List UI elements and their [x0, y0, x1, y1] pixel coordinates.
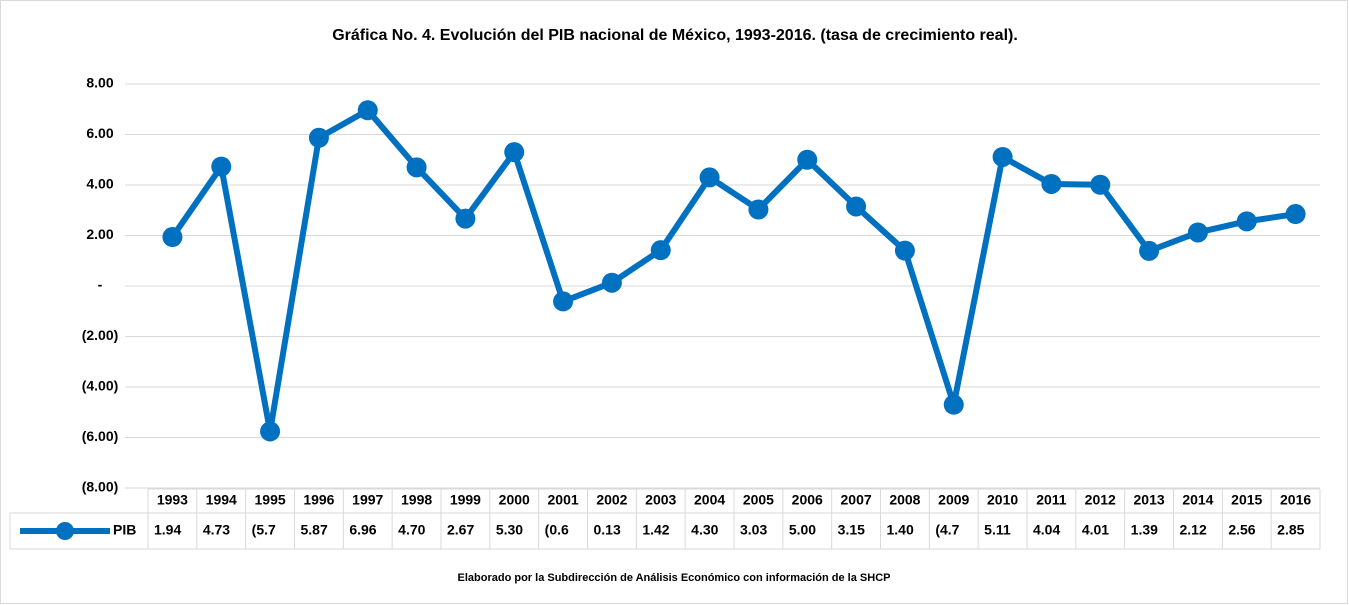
x-tick-label: 2003: [645, 492, 676, 508]
data-point: [357, 100, 378, 121]
data-point: [650, 240, 671, 261]
data-point: [455, 208, 476, 229]
legend-label: PIB: [113, 522, 136, 538]
data-point: [1187, 222, 1208, 243]
table-value: 2.56: [1228, 522, 1255, 538]
table-value: (4.7: [935, 522, 959, 538]
data-point: [748, 199, 769, 220]
table-value: 4.30: [691, 522, 718, 538]
y-tick-label: 2.00: [86, 226, 113, 242]
x-tick-label: 2001: [548, 492, 579, 508]
data-point: [797, 149, 818, 170]
data-point: [894, 240, 915, 261]
table-value: 5.11: [984, 522, 1011, 538]
data-point: [699, 167, 720, 188]
y-tick-label: 4.00: [86, 176, 113, 192]
table-value: 6.96: [349, 522, 376, 538]
table-value: 5.87: [301, 522, 328, 538]
x-tick-label: 2005: [743, 492, 774, 508]
y-tick-label: -: [98, 277, 103, 293]
chart-source: Elaborado por la Subdirección de Análisi…: [458, 572, 891, 584]
table-value: 3.15: [838, 522, 865, 538]
y-tick-label: 8.00: [86, 75, 113, 91]
x-tick-label: 2014: [1182, 492, 1213, 508]
x-tick-label: 2013: [1134, 492, 1165, 508]
y-tick-label: (2.00): [82, 327, 119, 343]
table-value: 2.12: [1180, 522, 1207, 538]
data-point: [1041, 173, 1062, 194]
x-tick-label: 1993: [157, 492, 188, 508]
data-point: [406, 157, 427, 178]
data-point: [943, 394, 964, 415]
data-point: [1285, 204, 1306, 225]
x-tick-label: 2015: [1231, 492, 1262, 508]
data-point: [1236, 211, 1257, 232]
data-point: [260, 421, 281, 442]
table-value: 1.40: [887, 522, 914, 538]
table-value: 4.01: [1082, 522, 1109, 538]
x-tick-label: 2009: [938, 492, 969, 508]
data-point: [1090, 174, 1111, 195]
table-value: 4.04: [1033, 522, 1060, 538]
y-tick-label: 6.00: [86, 125, 113, 141]
x-tick-label: 2007: [841, 492, 872, 508]
data-point: [504, 142, 525, 163]
y-tick-label: (6.00): [82, 428, 119, 444]
x-tick-label: 1994: [206, 492, 237, 508]
x-tick-label: 2012: [1085, 492, 1116, 508]
data-point: [162, 227, 183, 248]
x-tick-label: 1999: [450, 492, 481, 508]
table-value: (0.6: [545, 522, 569, 538]
data-point: [846, 196, 867, 217]
x-tick-label: 2002: [596, 492, 627, 508]
table-value: 4.70: [398, 522, 425, 538]
data-point: [308, 127, 329, 148]
x-tick-label: 1995: [255, 492, 286, 508]
x-tick-label: 2016: [1280, 492, 1311, 508]
x-tick-label: 1998: [401, 492, 432, 508]
table-value: 0.13: [594, 522, 621, 538]
table-value: 2.85: [1277, 522, 1304, 538]
data-point: [553, 291, 574, 312]
data-point: [601, 272, 622, 293]
y-tick-label: (8.00): [82, 479, 119, 495]
table-value: 5.00: [789, 522, 816, 538]
table-value: 1.39: [1131, 522, 1158, 538]
x-tick-label: 2008: [889, 492, 920, 508]
table-value: 1.42: [642, 522, 669, 538]
x-tick-label: 2006: [792, 492, 823, 508]
x-tick-label: 1996: [303, 492, 334, 508]
x-tick-label: 1997: [352, 492, 383, 508]
chart-title: Gráfica No. 4. Evolución del PIB naciona…: [332, 27, 1018, 44]
table-value: 3.03: [740, 522, 767, 538]
data-point: [211, 156, 232, 177]
table-value: 5.30: [496, 522, 523, 538]
data-point: [992, 146, 1013, 167]
table-value: (5.7: [252, 522, 276, 538]
y-tick-label: (4.00): [82, 378, 119, 394]
table-value: 2.67: [447, 522, 474, 538]
table-value: 1.94: [154, 522, 181, 538]
x-tick-label: 2000: [499, 492, 530, 508]
data-point: [1139, 240, 1160, 261]
table-value: 4.73: [203, 522, 230, 538]
x-tick-label: 2004: [694, 492, 725, 508]
x-tick-label: 2010: [987, 492, 1018, 508]
x-tick-label: 2011: [1036, 492, 1067, 508]
legend-marker: [56, 522, 74, 540]
